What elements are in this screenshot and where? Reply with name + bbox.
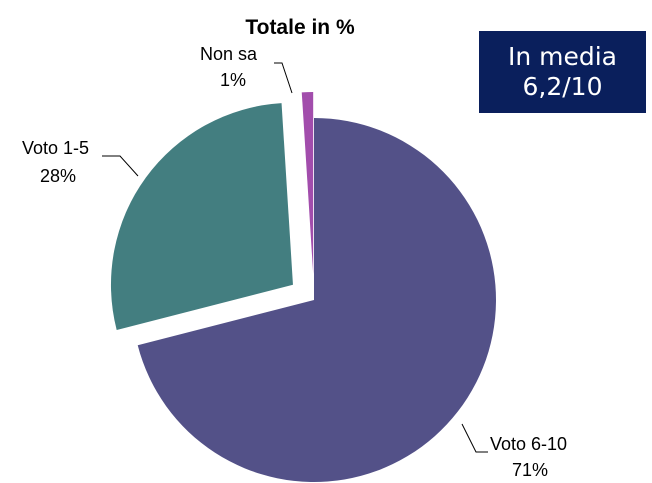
average-value: 6,2/10 [522, 72, 603, 101]
slice-value-non-sa: 1% [220, 70, 246, 90]
pie-slice-voto-1-5 [110, 103, 293, 330]
average-label: In media [507, 42, 618, 71]
pie-slice-non-sa [301, 92, 314, 275]
leader-lines [102, 62, 488, 453]
pie-slice-voto-6-10 [137, 118, 496, 482]
slice-value-voto-1-5: 28% [40, 166, 76, 186]
pie-slices [110, 92, 496, 482]
slice-label-voto-1-5: Voto 1-5 [22, 138, 89, 158]
slice-value-voto-6-10: 71% [512, 460, 548, 480]
chart-title: Totale in % [245, 16, 355, 39]
average-score-box: In media 6,2/10 [479, 31, 646, 113]
slice-label-non-sa: Non sa [200, 44, 258, 64]
slice-labels: Voto 6-10 71% Voto 1-5 28% Non sa 1% [22, 44, 567, 480]
slice-label-voto-6-10: Voto 6-10 [490, 434, 567, 454]
